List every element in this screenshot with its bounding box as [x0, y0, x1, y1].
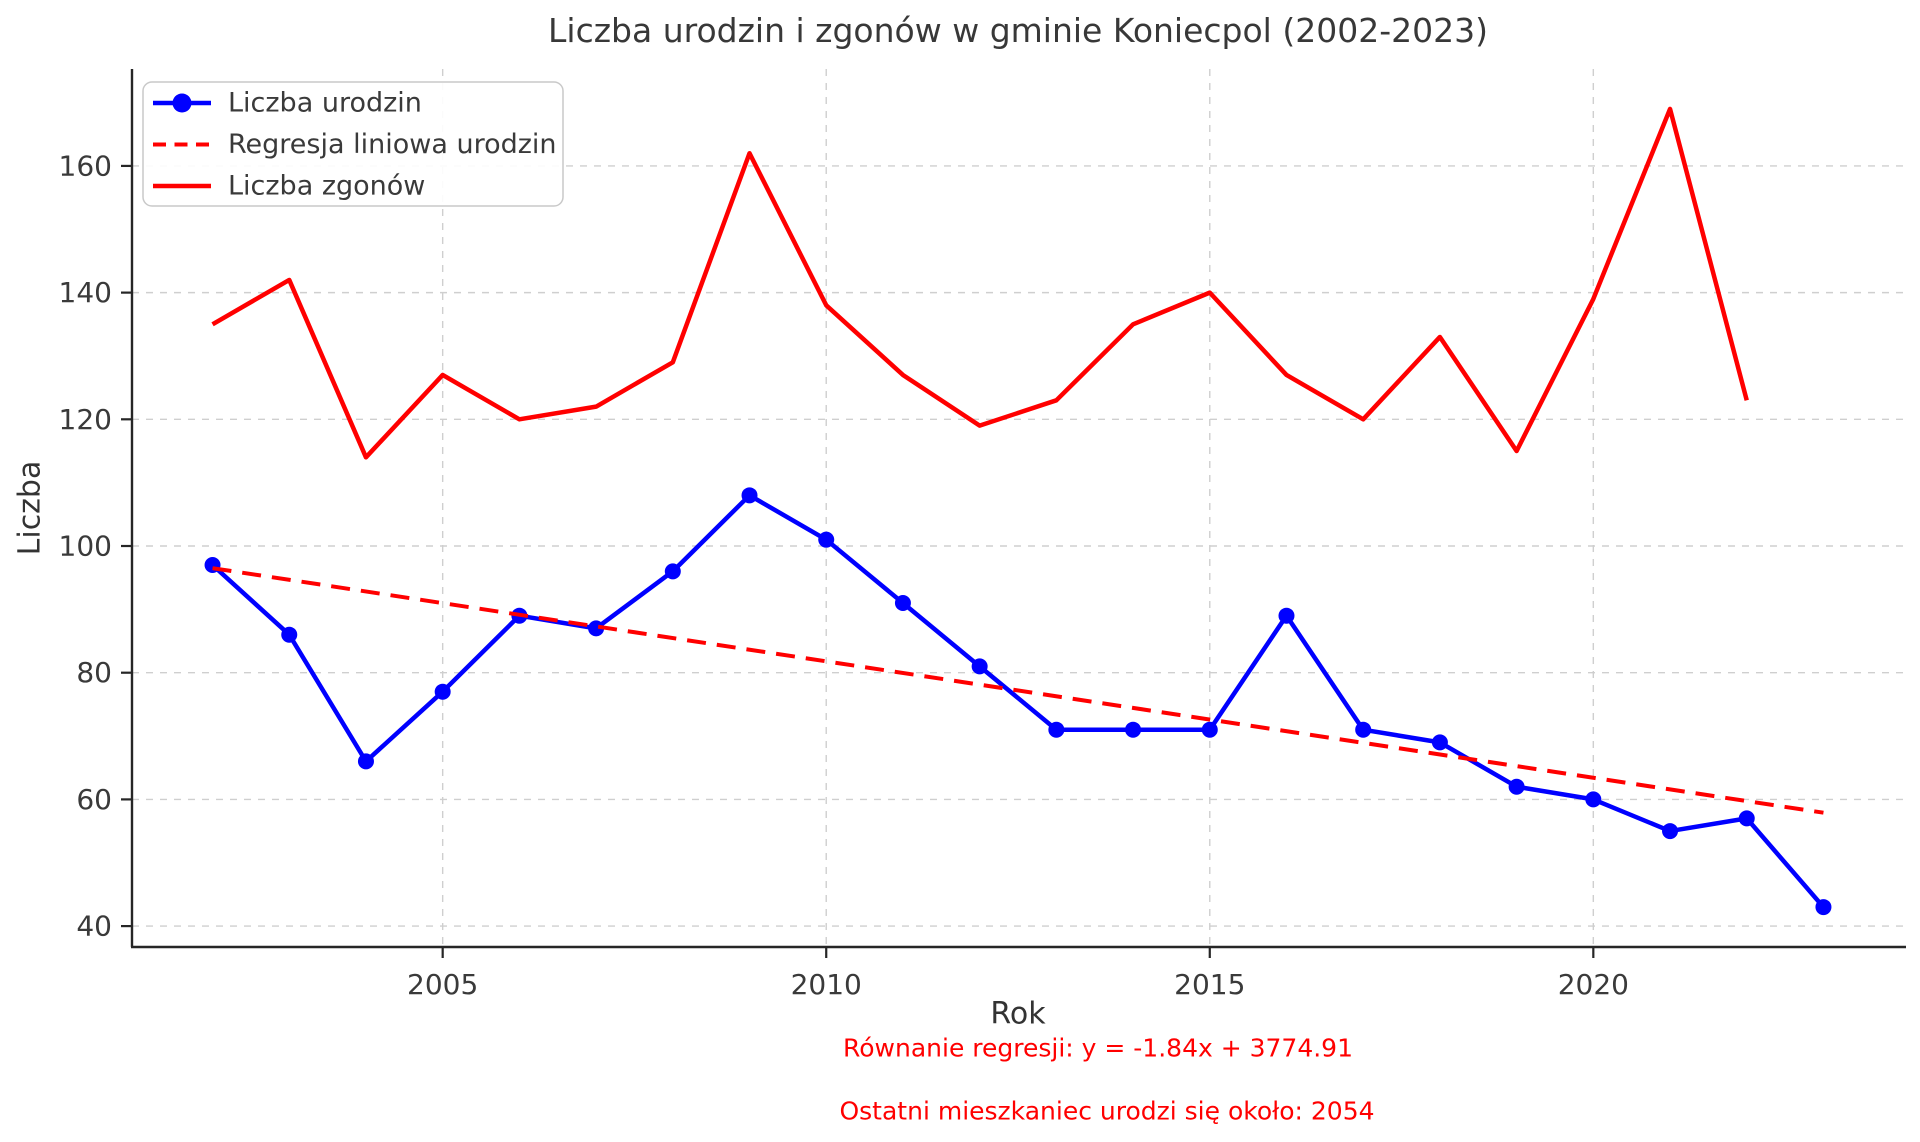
legend: Liczba urodzin Regresja liniowa urodzin Li…	[142, 81, 564, 207]
axes: 40 60 80 100 120 140 160 2005 2010 2015 2020	[59, 69, 1906, 1001]
legend-sample-marker	[172, 93, 192, 113]
data-point-marker	[434, 683, 451, 700]
legend-item-label: Liczba zgonów	[228, 171, 425, 202]
data-point-marker	[1815, 899, 1832, 916]
data-point-marker	[1048, 721, 1065, 738]
data-point-marker	[1662, 823, 1679, 840]
data-point-marker	[1508, 778, 1525, 795]
x-tick-label: 2010	[791, 968, 862, 1001]
data-point-marker	[741, 487, 758, 504]
data-point-marker	[357, 753, 374, 770]
last-resident-annotation: Ostatni mieszkaniec urodzi się około: 20…	[839, 1096, 1375, 1126]
data-point-marker	[1738, 810, 1755, 827]
data-point-marker	[818, 531, 835, 548]
x-tick-label: 2020	[1558, 968, 1629, 1001]
data-point-marker	[1201, 721, 1218, 738]
data-point-marker	[1431, 734, 1448, 751]
regression-equation-annotation: Równanie regresji: y = -1.84x + 3774.91	[843, 1033, 1353, 1063]
data-point-marker	[1125, 721, 1142, 738]
legend-item-label: Liczba urodzin	[228, 88, 422, 119]
data-point-marker	[1278, 607, 1295, 624]
x-tick-label: 2015	[1174, 968, 1245, 1001]
data-point-marker	[588, 620, 605, 637]
data-point-marker	[894, 595, 911, 612]
data-point-marker	[971, 658, 988, 675]
data-point-marker	[664, 563, 681, 580]
legend-box	[142, 81, 564, 207]
chart-title: Liczba urodzin i zgonów w gminie Koniecp…	[548, 11, 1488, 50]
x-tick-label: 2005	[407, 968, 478, 1001]
series-line	[212, 566, 1824, 815]
y-tick-label: 140	[59, 276, 112, 309]
series-2	[211, 106, 1749, 460]
series-0	[204, 487, 1832, 916]
y-tick-label: 120	[59, 403, 112, 436]
y-axis-label: Liczba	[12, 460, 48, 556]
data-point-marker	[1355, 721, 1372, 738]
y-tick-label: 160	[59, 149, 112, 182]
y-tick-label: 80	[76, 656, 112, 689]
series-line	[211, 106, 1749, 460]
legend-item-label: Regresja liniowa urodzin	[228, 129, 557, 160]
y-tick-label: 40	[76, 910, 112, 943]
data-point-marker	[1585, 791, 1602, 808]
y-tick-label: 60	[76, 783, 112, 816]
x-axis-label: Rok	[990, 996, 1046, 1032]
series-line	[211, 493, 1826, 909]
series-1	[212, 566, 1824, 815]
data-point-marker	[281, 626, 298, 643]
y-tick-label: 100	[59, 530, 112, 563]
